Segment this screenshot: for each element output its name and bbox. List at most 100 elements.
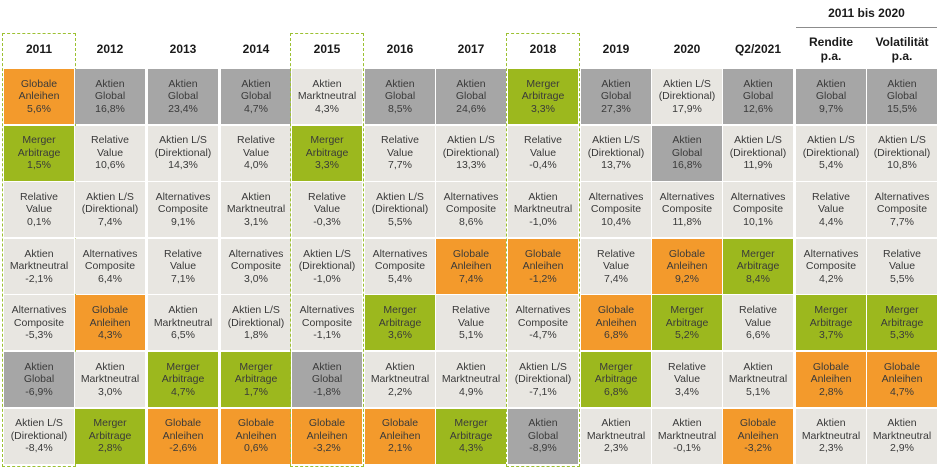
cell-value: -2,6% — [169, 442, 197, 455]
column-header-2017: 2017 — [457, 42, 485, 56]
quilt-cell-aktien-marktneutral: Aktien Marktneutral -1,0% — [508, 182, 578, 238]
cell-label: Marktneutral — [728, 373, 788, 386]
quilt-cell-relative-value: Relative Value 6,6% — [723, 295, 793, 351]
cell-label: Aktien — [456, 77, 486, 90]
cell-label: Global — [240, 90, 272, 103]
cell-value: 11,8% — [672, 215, 702, 228]
cell-value: 2,8% — [819, 385, 843, 398]
quilt-cell-alternatives-composite: Alternatives Composite 10,4% — [581, 182, 651, 238]
quilt-cell-aktien-l-s-direktional: Aktien L/S (Direktional) -7,1% — [508, 352, 578, 407]
cell-value: 2,8% — [98, 442, 122, 455]
quilt-cell-aktien-global: Aktien Global -8,9% — [508, 408, 578, 464]
cell-label: Merger — [599, 360, 633, 373]
quilt-cell-aktien-marktneutral: Aktien Marktneutral 3,0% — [75, 352, 145, 407]
cell-value: 27,3% — [601, 102, 631, 115]
cell-value: 4,7% — [171, 385, 195, 398]
cell-label: Global — [886, 90, 918, 103]
quilt-cell-aktien-l-s-direktional: Aktien L/S (Direktional) 5,5% — [365, 182, 435, 238]
cell-label: Value — [386, 146, 414, 159]
cell-label: Globale — [237, 417, 275, 430]
quilt-cell-relative-value: Relative Value 5,1% — [436, 295, 506, 351]
cell-label: Aktien — [672, 417, 702, 430]
cell-value: 12,6% — [743, 102, 773, 115]
quilt-cell-aktien-l-s-direktional: Aktien L/S (Direktional) -1,0% — [292, 238, 362, 294]
quilt-cell-merger-arbitrage: Merger Arbitrage 5,3% — [867, 295, 937, 351]
cell-label: Anleihen — [379, 429, 421, 442]
cell-value: 4,3% — [98, 329, 122, 342]
quilt-cell-globale-anleihen: Globale Anleihen 5,6% — [4, 69, 74, 124]
cell-label: Alternatives — [803, 247, 859, 260]
quilt-cell-aktien-global: Aktien Global 23,4% — [148, 69, 218, 124]
cell-label: Aktien — [385, 77, 415, 90]
cell-label: Alternatives — [515, 304, 571, 317]
cell-value: 6,8% — [604, 385, 628, 398]
column-header-q2-2021: Q2/2021 — [734, 42, 782, 56]
cell-value: 3,0% — [98, 385, 122, 398]
quilt-cell-merger-arbitrage: Merger Arbitrage 4,7% — [148, 352, 218, 407]
cell-label: Globale — [739, 417, 777, 430]
cell-label: Value — [529, 146, 557, 159]
cell-label: Globale — [812, 360, 850, 373]
cell-value: 4,3% — [315, 102, 339, 115]
cell-value: 3,4% — [675, 385, 699, 398]
cell-label: Value — [673, 373, 701, 386]
cell-value: 3,3% — [315, 159, 339, 172]
cell-label: Arbitrage — [305, 146, 349, 159]
quilt-cell-merger-arbitrage: Merger Arbitrage 4,3% — [436, 408, 506, 464]
cell-value: -4,7% — [529, 329, 557, 342]
cell-value: 2,3% — [819, 442, 843, 455]
cell-label: Global — [815, 90, 847, 103]
cell-label: Arbitrage — [378, 316, 422, 329]
cell-value: 4,7% — [890, 385, 914, 398]
cell-value: -1,0% — [313, 272, 341, 285]
column-header-line: Volatilität — [875, 35, 929, 49]
cell-label: Relative — [668, 360, 706, 373]
cell-value: 17,9% — [672, 102, 702, 115]
quilt-cell-aktien-global: Aktien Global 4,7% — [221, 69, 291, 124]
quilt-cell-aktien-marktneutral: Aktien Marktneutral 2,2% — [365, 352, 435, 407]
cell-label: Arbitrage — [521, 90, 565, 103]
cell-label: Composite — [876, 203, 928, 216]
cell-label: Arbitrage — [161, 373, 205, 386]
cell-value: -5,3% — [25, 329, 53, 342]
cell-label: (Direktional) — [371, 203, 429, 216]
cell-value: 2,9% — [890, 442, 914, 455]
cell-label: Arbitrage — [665, 316, 709, 329]
cell-label: Alternatives — [11, 304, 67, 317]
cell-label: Relative — [237, 134, 275, 147]
column-header-volatilit-t-p-a: Volatilität p.a. — [867, 30, 937, 68]
cell-label: Value — [817, 203, 845, 216]
quilt-cell-merger-arbitrage: Merger Arbitrage 1,7% — [221, 352, 291, 407]
cell-value: 11,9% — [743, 159, 773, 172]
cell-label: Composite — [301, 316, 353, 329]
cell-value: 23,4% — [168, 102, 198, 115]
cell-value: 5,4% — [388, 272, 412, 285]
cell-label: Composite — [590, 203, 642, 216]
cell-label: Aktien — [887, 417, 917, 430]
cell-label: (Direktional) — [587, 146, 645, 159]
cell-value: 5,6% — [27, 102, 51, 115]
cell-label: Aktien — [601, 77, 631, 90]
cell-label: Arbitrage — [736, 260, 780, 273]
cell-label: Global — [384, 90, 416, 103]
cell-label: Marktneutral — [872, 429, 932, 442]
quilt-cell-globale-anleihen: Globale Anleihen 2,8% — [796, 352, 866, 407]
cell-label: Aktien L/S — [663, 77, 711, 90]
cell-label: Marktneutral — [226, 203, 286, 216]
quilt-cell-aktien-marktneutral: Aktien Marktneutral 2,3% — [581, 408, 651, 464]
cell-label: Relative — [524, 134, 562, 147]
cell-label: Globale — [883, 360, 921, 373]
cell-value: 9,7% — [819, 102, 843, 115]
cell-value: 5,4% — [819, 159, 843, 172]
column-header-2011: 2011 — [25, 42, 53, 56]
cell-label: Global — [23, 373, 55, 386]
quilt-cell-relative-value: Relative Value 10,6% — [75, 125, 145, 181]
quilt-cell-aktien-global: Aktien Global -6,9% — [4, 352, 74, 407]
cell-value: 5,1% — [459, 329, 483, 342]
column-header-2020: 2020 — [673, 42, 701, 56]
quilt-cell-merger-arbitrage: Merger Arbitrage 3,3% — [508, 69, 578, 124]
quilt-cell-merger-arbitrage: Merger Arbitrage 8,4% — [723, 238, 793, 294]
quilt-cell-globale-anleihen: Globale Anleihen 4,7% — [867, 352, 937, 407]
quilt-cell-globale-anleihen: Globale Anleihen -3,2% — [723, 408, 793, 464]
cell-label: Aktien — [887, 77, 917, 90]
